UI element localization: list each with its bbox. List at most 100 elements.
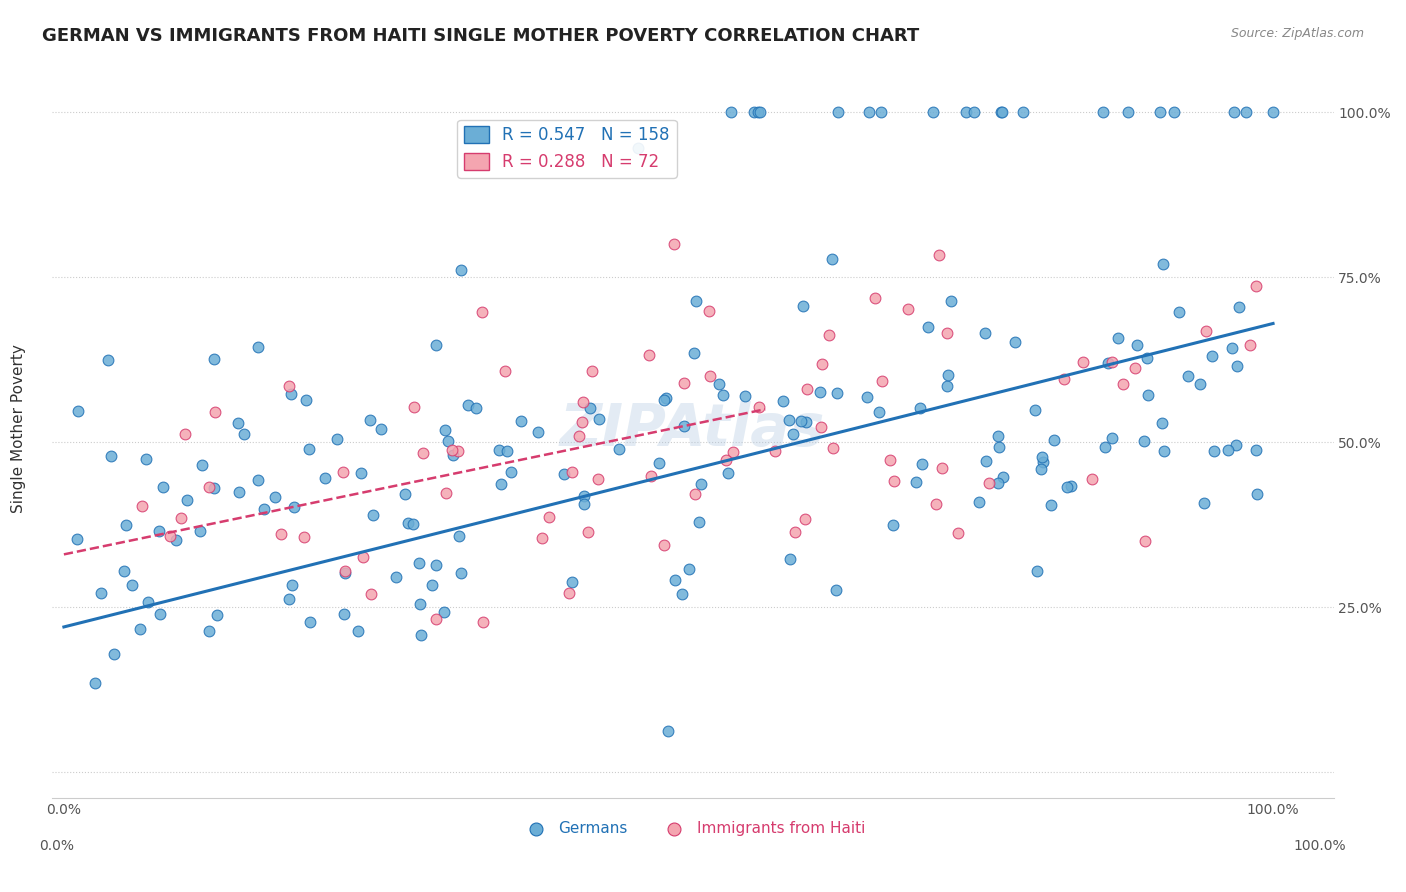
Point [1031, 461, 1053, 475]
Point [420, 578, 443, 592]
Point [879, 453, 901, 467]
Point [103, 648, 125, 662]
Point [283, 500, 305, 514]
Point [561, 466, 583, 480]
Point [326, 433, 349, 447]
Text: ZIPAtlas: ZIPAtlas [560, 401, 825, 458]
Point [450, 263, 472, 277]
Point [858, 105, 880, 120]
Point [83, 675, 105, 690]
Point [1116, 105, 1139, 120]
Point [810, 420, 832, 434]
Point [1149, 105, 1171, 120]
Point [652, 393, 675, 408]
Point [662, 236, 685, 251]
Point [281, 578, 304, 592]
Point [433, 423, 456, 437]
Point [425, 558, 447, 572]
Point [332, 465, 354, 479]
Point [67, 403, 90, 417]
Text: 0.0%: 0.0% [39, 839, 75, 853]
Point [526, 425, 548, 439]
Point [785, 524, 807, 539]
Point [1152, 257, 1174, 271]
Point [794, 512, 817, 526]
Point [717, 467, 740, 481]
Point [939, 294, 962, 309]
Point [205, 608, 228, 623]
Point [246, 340, 269, 354]
Point [1133, 434, 1156, 449]
Point [870, 374, 893, 388]
Point [588, 412, 610, 426]
Point [489, 477, 512, 491]
Point [882, 518, 904, 533]
Point [917, 319, 939, 334]
Point [568, 428, 591, 442]
Point [188, 524, 211, 538]
Point [671, 587, 693, 601]
Point [537, 510, 560, 524]
Point [963, 105, 986, 120]
Point [1239, 338, 1261, 352]
Point [352, 549, 374, 564]
Point [361, 508, 384, 522]
Point [1189, 376, 1212, 391]
Point [1202, 443, 1225, 458]
Point [385, 570, 408, 584]
Point [576, 524, 599, 539]
Point [292, 530, 315, 544]
Text: 100.0%: 100.0% [1294, 839, 1347, 853]
Point [1123, 360, 1146, 375]
Point [298, 442, 321, 456]
Point [333, 607, 356, 621]
Point [433, 606, 456, 620]
Point [574, 489, 596, 503]
Point [100, 449, 122, 463]
Point [821, 252, 844, 266]
Point [441, 448, 464, 462]
Point [425, 612, 447, 626]
Point [434, 486, 457, 500]
Point [1024, 403, 1046, 417]
Text: Source: ZipAtlas.com: Source: ZipAtlas.com [1230, 27, 1364, 40]
Point [280, 387, 302, 401]
Point [1031, 450, 1053, 464]
Point [202, 352, 225, 367]
Point [825, 386, 848, 401]
Point [924, 497, 946, 511]
Point [690, 477, 713, 491]
Point [936, 326, 959, 341]
Point [571, 415, 593, 429]
Point [936, 379, 959, 393]
Point [253, 502, 276, 516]
Point [779, 552, 801, 566]
Point [657, 724, 679, 739]
Point [763, 443, 786, 458]
Point [347, 624, 370, 638]
Point [824, 583, 846, 598]
Point [1025, 565, 1047, 579]
Point [148, 524, 170, 539]
Point [990, 105, 1012, 120]
Point [198, 624, 221, 638]
Point [897, 301, 920, 316]
Point [401, 517, 423, 532]
Point [509, 414, 531, 428]
Point [723, 445, 745, 459]
Point [488, 442, 510, 457]
Point [1163, 105, 1185, 120]
Point [974, 326, 997, 340]
Point [1031, 455, 1053, 469]
Point [149, 607, 172, 621]
Point [648, 456, 671, 470]
Point [553, 467, 575, 481]
Point [699, 368, 721, 383]
Point [1223, 105, 1246, 120]
Point [823, 441, 845, 455]
Point [114, 517, 136, 532]
Point [772, 394, 794, 409]
Point [233, 426, 256, 441]
Point [370, 421, 392, 435]
Point [89, 586, 111, 600]
